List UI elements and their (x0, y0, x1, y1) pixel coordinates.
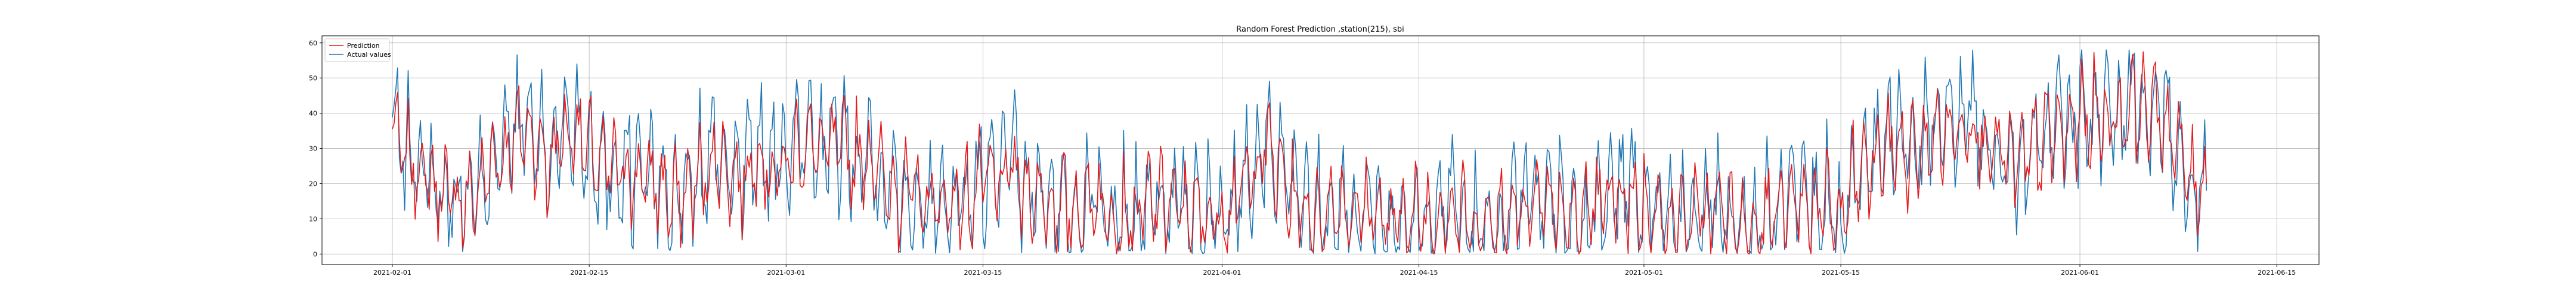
y-tick-label: 20 (309, 180, 317, 188)
x-tick-label: 2021-04-01 (1203, 269, 1241, 277)
series-line-prediction (392, 51, 2207, 255)
y-tick-label: 40 (309, 110, 317, 118)
x-tick-label: 2021-02-15 (570, 269, 608, 277)
x-tick-label: 2021-06-15 (2258, 269, 2296, 277)
x-axis: 2021-02-01 2021-02-15 2021-03-01 2021-03-15… (373, 265, 2296, 277)
plot-area-frame (321, 35, 2320, 265)
y-tick-label: 30 (309, 145, 317, 153)
legend-label: Actual values (347, 51, 391, 59)
legend-box (324, 38, 390, 62)
x-tick-label: 2021-02-01 (373, 269, 411, 277)
x-tick-label: 2021-03-15 (964, 269, 1002, 277)
y-tick-label: 0 (313, 250, 317, 258)
x-tick-label: 2021-06-01 (2061, 269, 2099, 277)
x-tick-label: 2021-05-15 (1822, 269, 1860, 277)
y-tick-label: 10 (309, 215, 317, 223)
y-tick-label: 50 (309, 75, 317, 82)
x-tick-label: 2021-04-15 (1400, 269, 1438, 277)
x-tick-label: 2021-03-01 (767, 269, 805, 277)
x-tick-label: 2021-05-01 (1625, 269, 1663, 277)
y-tick-label: 60 (309, 39, 317, 47)
series-layer (392, 49, 2207, 255)
legend-label: Prediction (347, 42, 380, 50)
y-axis: 0 10 20 30 40 50 60 (309, 39, 322, 258)
chart-title: Random Forest Prediction ,station(215), … (1236, 25, 1404, 34)
